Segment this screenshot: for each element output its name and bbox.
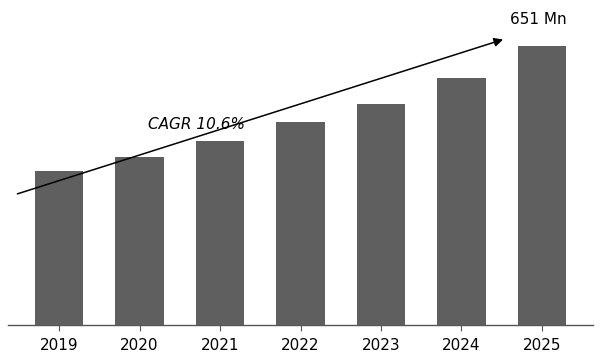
Bar xyxy=(518,45,566,325)
Bar xyxy=(115,157,163,325)
Text: CAGR 10.6%: CAGR 10.6% xyxy=(148,117,245,132)
Bar xyxy=(438,78,486,325)
Bar xyxy=(276,122,325,325)
Text: 651 Mn: 651 Mn xyxy=(510,12,566,27)
Bar xyxy=(35,171,83,325)
Bar xyxy=(196,141,244,325)
Bar xyxy=(357,104,405,325)
